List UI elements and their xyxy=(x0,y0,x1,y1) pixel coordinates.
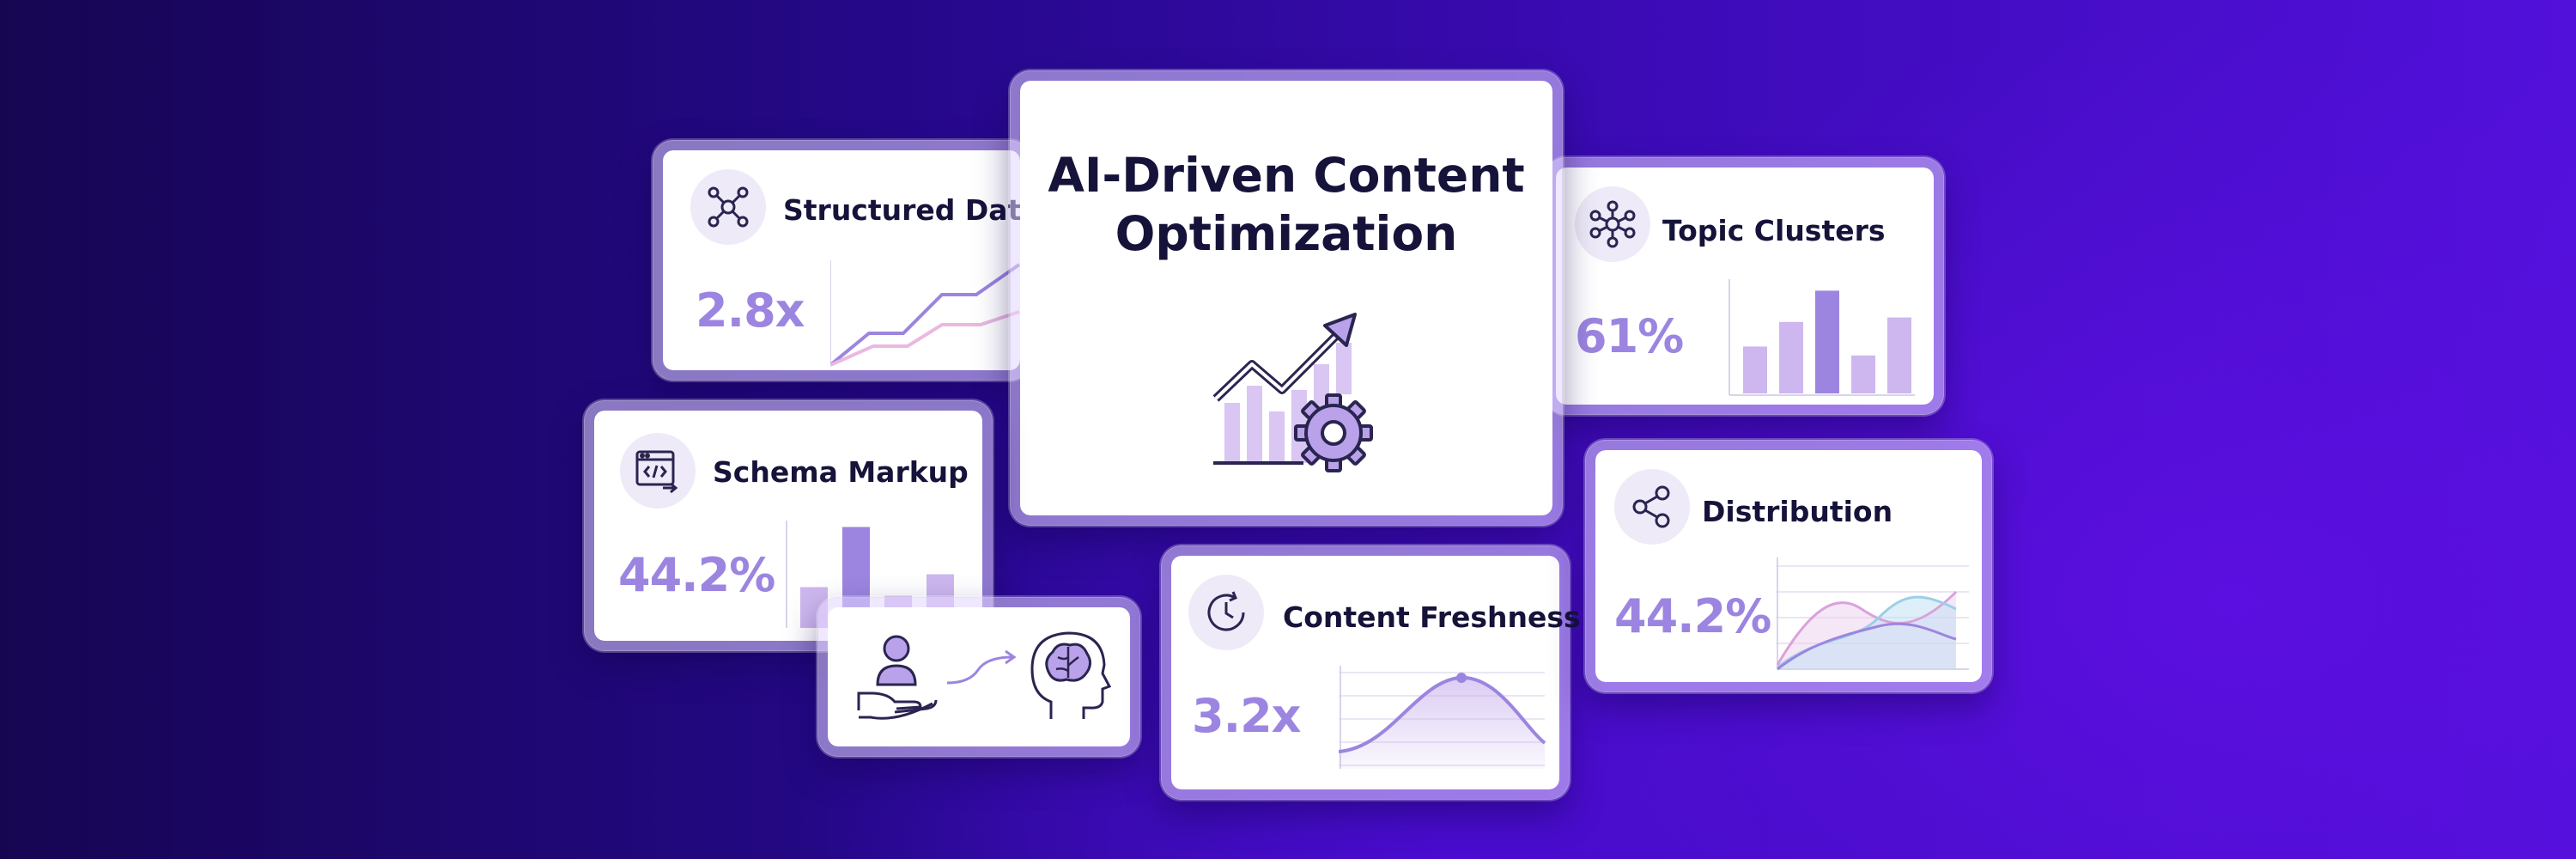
hero-title-line2: Optimization xyxy=(1115,206,1458,261)
code-window-icon xyxy=(620,433,696,509)
hero-title-line1: AI-Driven Content xyxy=(1048,148,1525,203)
metric-value: 44.2% xyxy=(1614,589,1771,643)
chart-bar xyxy=(1743,346,1767,393)
distribution-card: Distribution 44.2% xyxy=(1585,440,1992,692)
content-freshness-card: Content Freshness 3.2x xyxy=(1161,545,1581,800)
bell-curve-chart xyxy=(1339,666,1546,769)
bar-chart xyxy=(1728,279,1915,396)
bell-curve-area xyxy=(1339,677,1545,769)
arrow-icon xyxy=(946,649,1017,685)
cluster-icon xyxy=(1575,186,1650,262)
hero-card: AI-Driven Content Optimization xyxy=(1010,70,1563,526)
chart-bar xyxy=(1887,317,1911,393)
line-chart xyxy=(830,260,1021,367)
chart-bar xyxy=(1815,290,1839,393)
hand-user-icon xyxy=(857,635,938,720)
metric-value: 61% xyxy=(1575,309,1684,363)
user-to-ai-card xyxy=(817,597,1140,757)
card-title: Schema Markup xyxy=(713,455,969,489)
metric-value: 2.8x xyxy=(696,283,805,338)
area-chart xyxy=(1776,557,1969,671)
structured-data-card: Structured Data 2.8x xyxy=(653,140,1041,381)
chart-bar xyxy=(1779,321,1803,393)
series-area-blue xyxy=(1777,597,1956,669)
network-icon xyxy=(690,169,766,245)
share-icon xyxy=(1614,469,1690,545)
brain-head-icon xyxy=(1030,631,1111,719)
clock-icon xyxy=(1188,575,1264,650)
peak-point xyxy=(1456,673,1467,683)
series-line-secondary xyxy=(830,310,1020,367)
topic-clusters-card: Topic Clusters 61% xyxy=(1546,157,1944,415)
series-line-pink xyxy=(1776,590,1958,666)
metric-value: 3.2x xyxy=(1192,689,1301,743)
growth-gear-icon xyxy=(1212,313,1373,472)
series-line-purple xyxy=(1777,622,1957,671)
card-title: Distribution xyxy=(1702,495,1893,528)
card-title: Topic Clusters xyxy=(1662,214,1886,247)
metric-value: 44.2% xyxy=(618,548,775,602)
chart-bar xyxy=(1851,355,1875,393)
card-title: Content Freshness xyxy=(1283,600,1581,634)
card-title: Structured Data xyxy=(783,193,1041,227)
series-line-primary xyxy=(830,263,1021,367)
